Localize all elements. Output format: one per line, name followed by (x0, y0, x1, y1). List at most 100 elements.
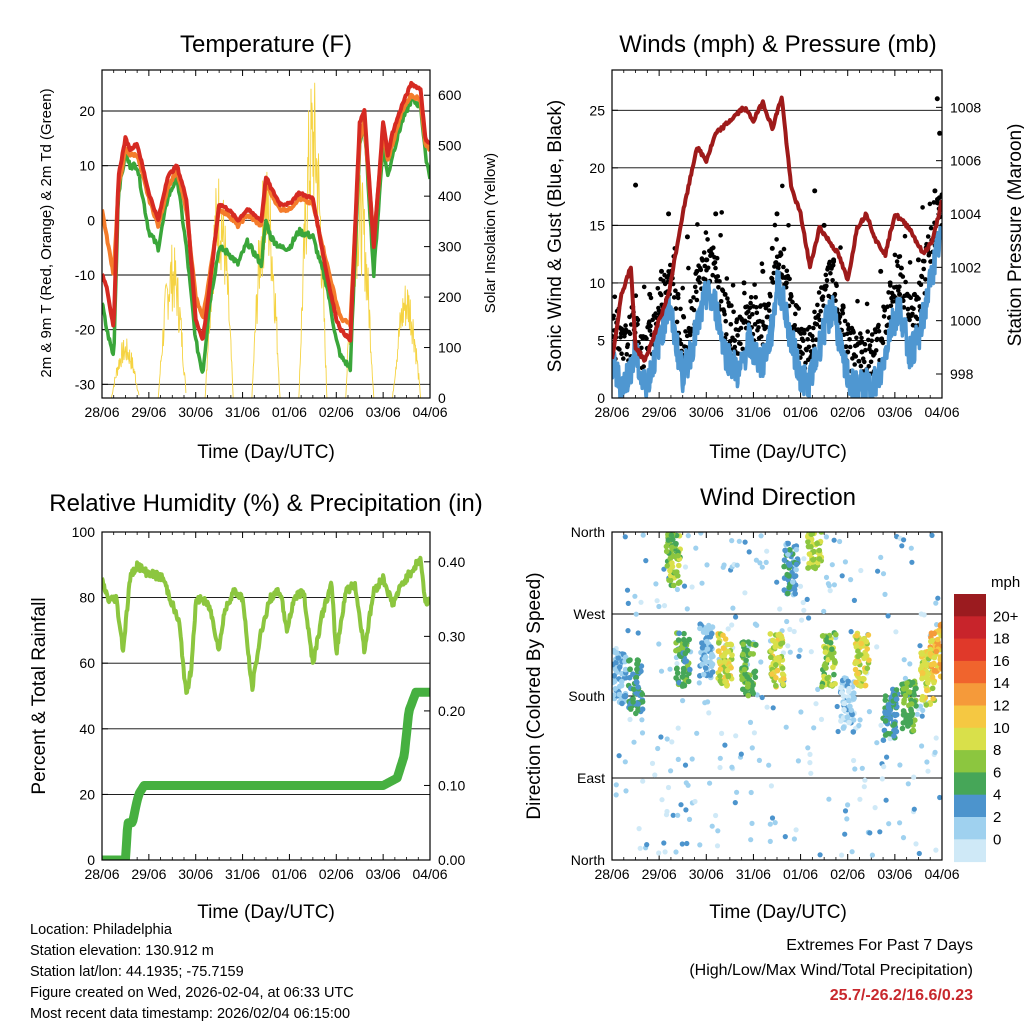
gust-point (888, 303, 894, 309)
direction-point (903, 712, 909, 718)
direction-point (684, 840, 690, 847)
gust-point (635, 321, 640, 327)
gust-point (760, 319, 765, 325)
direction-point (924, 759, 930, 765)
direction-point (839, 852, 845, 858)
gust-point (759, 261, 765, 267)
direction-point (708, 663, 715, 670)
gust-point (784, 268, 790, 274)
direction-point (616, 753, 622, 759)
direction-point (679, 841, 685, 847)
direction-point (699, 640, 705, 646)
gust-point (683, 329, 688, 334)
gust-point (740, 346, 745, 352)
direction-point (931, 661, 937, 668)
direction-point (714, 843, 721, 849)
gust-point (671, 295, 677, 300)
gust-point (771, 270, 777, 276)
direction-point (724, 683, 730, 689)
gust-point (824, 278, 830, 283)
gust-peak-point (684, 234, 690, 240)
direction-point (931, 654, 938, 661)
gust-point (916, 296, 921, 301)
direction-point (863, 652, 870, 659)
direction-point (633, 679, 640, 685)
gust-peak-point (722, 291, 728, 297)
gust-peak-point (760, 268, 766, 274)
direction-title: Wind Direction (700, 484, 856, 511)
x-tick-label: 01/06 (783, 404, 818, 420)
gust-point (656, 308, 662, 313)
direction-point (676, 680, 682, 686)
gust-point (764, 324, 769, 330)
direction-point (625, 628, 631, 634)
direction-point (627, 666, 633, 673)
direction-xlabel: Time (Day/UTC) (709, 902, 847, 923)
winds-xlabel: Time (Day/UTC) (709, 442, 847, 463)
gust-point (658, 292, 664, 298)
temperature-title: Temperature (F) (180, 31, 352, 58)
direction-point (639, 717, 645, 723)
direction-point (633, 690, 640, 696)
direction-point (785, 590, 791, 597)
gust-point (635, 317, 641, 323)
y2-tick-label: 0.20 (438, 703, 465, 719)
gust-point (678, 341, 684, 347)
direction-point (937, 794, 942, 801)
gust-point (694, 297, 700, 303)
gust-point (711, 245, 716, 250)
gust-point (862, 359, 867, 365)
gust-point (727, 339, 733, 344)
gust-peak-point (675, 291, 681, 297)
gust-point (781, 264, 786, 270)
x-tick-label: 02/06 (319, 866, 354, 882)
gust-point (687, 332, 693, 338)
direction-point (705, 699, 711, 705)
direction-point (797, 583, 804, 589)
direction-point (814, 540, 820, 547)
gust-point (681, 314, 687, 320)
gust-point (753, 295, 758, 300)
direction-point (764, 704, 770, 710)
direction-point (914, 711, 920, 717)
x-tick-label: 02/06 (830, 404, 865, 420)
direction-point (768, 783, 775, 789)
direction-point (673, 647, 679, 654)
direction-point (682, 650, 689, 657)
y-tick-label: 10 (589, 275, 605, 291)
direction-point (618, 682, 625, 689)
direction-point (846, 685, 852, 692)
direction-point (787, 649, 793, 655)
direction-point (633, 674, 640, 681)
station-latlon: Station lat/lon: 44.1935; -75.7159 (30, 964, 244, 980)
gust-point (810, 337, 816, 343)
gust-peak-point (647, 291, 653, 297)
x-tick-label: 28/06 (84, 866, 119, 882)
direction-point (613, 782, 619, 788)
gust-peak-point (694, 268, 700, 274)
colorbar-swatch (954, 794, 986, 818)
direction-point (927, 650, 934, 657)
colorbar-swatch (954, 839, 986, 863)
gust-point (680, 285, 685, 291)
gust-peak-point (821, 222, 827, 228)
gust-point (816, 312, 821, 318)
direction-point (680, 669, 687, 676)
colorbar-title: mph (991, 574, 1020, 591)
gust-point (748, 295, 754, 300)
solar-insolation-line (157, 244, 187, 398)
direction-point (835, 728, 841, 735)
direction-point (906, 689, 913, 695)
gust-point (722, 311, 727, 317)
gust-point (789, 293, 794, 299)
gust-point (754, 310, 760, 316)
direction-point (826, 796, 832, 802)
direction-point (635, 684, 641, 690)
gust-peak-point (741, 280, 747, 286)
direction-point (913, 841, 919, 847)
direction-point (751, 730, 758, 736)
direction-point (682, 641, 688, 647)
direction-point (897, 762, 903, 768)
y-tick-label: South (568, 688, 605, 704)
